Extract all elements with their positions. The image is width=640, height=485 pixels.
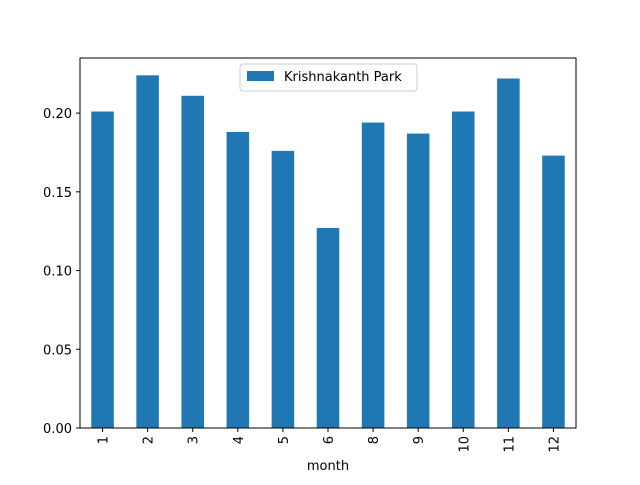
bar (452, 111, 475, 428)
y-tick-label: 0.20 (43, 107, 72, 122)
x-tick-label: 8 (367, 436, 382, 444)
y-tick-label: 0.05 (43, 343, 72, 358)
x-tick-label: 9 (412, 436, 427, 444)
bar (406, 133, 430, 428)
bars-layer (91, 75, 565, 429)
bar (542, 155, 565, 428)
bar (226, 132, 250, 428)
y-tick-label: 0.15 (43, 186, 72, 201)
legend-box (239, 63, 418, 92)
bar (181, 95, 204, 428)
x-tick-label: 2 (142, 436, 157, 444)
y-tick-label: 0.00 (43, 422, 72, 437)
x-axis: 1 2 3 4 5 6 8 9 10 11 12 (97, 428, 562, 453)
x-tick-label: 6 (322, 436, 337, 444)
y-tick-label: 0.10 (43, 265, 72, 280)
x-tick-label: 10 (457, 436, 472, 453)
x-tick-label: 1 (97, 436, 112, 444)
y-axis: 0.00 0.05 0.10 0.15 0.20 (43, 107, 80, 437)
bar (271, 150, 295, 428)
x-tick-label: 12 (547, 436, 562, 453)
legend-label: Krishnakanth Park (284, 70, 402, 85)
bar (316, 228, 340, 428)
bar (136, 75, 159, 428)
x-tick-label: 3 (187, 436, 202, 444)
bar (497, 78, 520, 428)
legend-swatch (247, 71, 274, 81)
x-tick-label: 4 (232, 436, 247, 444)
bar (91, 111, 114, 428)
x-tick-label: 11 (502, 436, 517, 453)
x-tick-label: 5 (277, 436, 292, 444)
plot-frame (79, 57, 577, 429)
bar (361, 122, 385, 429)
legend: Krishnakanth Park (239, 63, 418, 92)
x-axis-label: month (307, 459, 349, 474)
